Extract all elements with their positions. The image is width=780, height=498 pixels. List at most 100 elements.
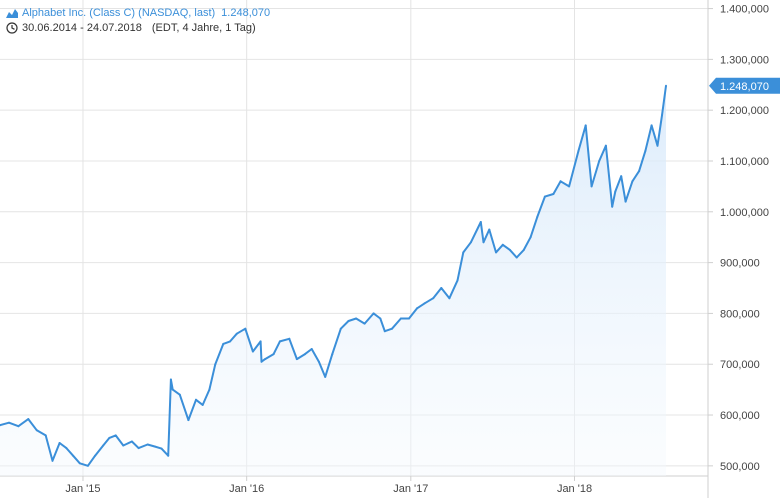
series-point [187,419,190,422]
series-point [167,454,170,457]
series-point [0,424,1,427]
series-area [0,84,667,477]
series-name: Alphabet Inc. (Class C) (NASDAQ, last) [22,7,216,19]
date-range: 30.06.2014 - 24.07.2018 [22,22,142,34]
last-value-badge-text: 1.248,070 [720,81,769,93]
series-point [372,312,375,315]
y-tick-label: 1.400,000 [720,4,769,16]
series-point [408,317,410,320]
series-point [201,403,204,406]
x-tick-label: Jan '17 [393,483,428,495]
y-tick-label: 1.300,000 [720,54,769,66]
series-point [169,378,172,381]
series-point [416,307,419,310]
series-last-value: 1.248,070 [221,7,271,19]
y-tick-label: 700,000 [720,359,760,371]
series-point [495,251,497,254]
series-point [650,124,653,127]
series-point [27,418,30,421]
series-point [35,429,38,432]
series-point [423,302,426,305]
series-point [137,447,140,450]
series-point [363,322,366,325]
series-point [379,317,382,320]
clock-icon [6,22,18,34]
y-tick-label: 600,000 [720,410,760,422]
series-point [114,434,117,437]
series-point [508,248,511,251]
series-point [515,256,518,259]
series-point [278,340,281,343]
series-point [482,241,485,244]
series-point [108,436,111,439]
series-point [559,180,562,183]
series-point [462,251,465,254]
series-point [391,327,393,330]
series-point [661,114,663,117]
series-point [259,340,262,343]
series-point [631,180,634,183]
series-point [529,236,532,239]
series-point [604,144,607,147]
series-point [153,445,156,448]
series-point [568,185,571,188]
series-point [44,434,47,437]
series-point [208,388,211,391]
last-value-badge-shape [709,77,780,94]
x-tick-label: Jan '18 [557,483,592,495]
last-value-badge: 1.248,070 [709,77,780,94]
series-point [543,195,546,198]
series-point [160,447,163,450]
series-point [288,337,291,340]
series-point [611,205,614,208]
series-point [17,425,20,428]
series-point [78,462,81,465]
series-point [178,393,181,396]
series-title-row: Alphabet Inc. (Class C) (NASDAQ, last) 1… [6,6,270,20]
series-point [171,388,174,391]
series-point [122,444,125,447]
series-point [552,193,555,195]
series-point [222,342,225,345]
series-area-fill [0,85,666,477]
series-point [432,297,435,300]
series-point [214,363,217,366]
range-meta: (EDT, 4 Jahre, 1 Tag) [151,22,256,34]
series-point [8,421,10,424]
series-point [347,320,350,322]
series-point [229,340,232,343]
series-point [86,464,89,467]
series-point [577,149,580,152]
series-point [235,332,238,335]
x-tick-label: Jan '16 [229,483,264,495]
series-point [102,444,105,447]
series-point [644,149,647,152]
series-point [94,454,97,457]
series-point [536,215,539,218]
series-point [448,297,451,300]
y-tick-label: 900,000 [720,258,760,270]
series-point [251,350,254,353]
x-tick-label: Jan '15 [65,483,100,495]
series-point [456,279,459,282]
series-point [51,459,54,462]
series-point [383,330,386,333]
y-axis: 500,000 600,000 700,000 800,000 900,000 1.000… [708,4,769,473]
y-tick-label: 1.100,000 [720,156,769,168]
series-point [72,454,75,457]
series-point [488,228,491,231]
series-point [469,241,472,244]
y-tick-label: 1.000,000 [720,207,769,219]
x-axis: Jan '15 Jan '16 Jan '17 Jan '18 [65,476,592,495]
date-range-row: 30.06.2014 - 24.07.2018 (EDT, 4 Jahre, 1… [6,21,270,35]
series-point [317,360,320,363]
series-point [244,327,247,330]
series-point [399,317,402,320]
series-point [146,443,149,446]
series-point [590,185,593,188]
series-point [355,317,358,320]
series-point [264,358,267,361]
series-point [130,440,133,443]
series-point [339,327,342,330]
